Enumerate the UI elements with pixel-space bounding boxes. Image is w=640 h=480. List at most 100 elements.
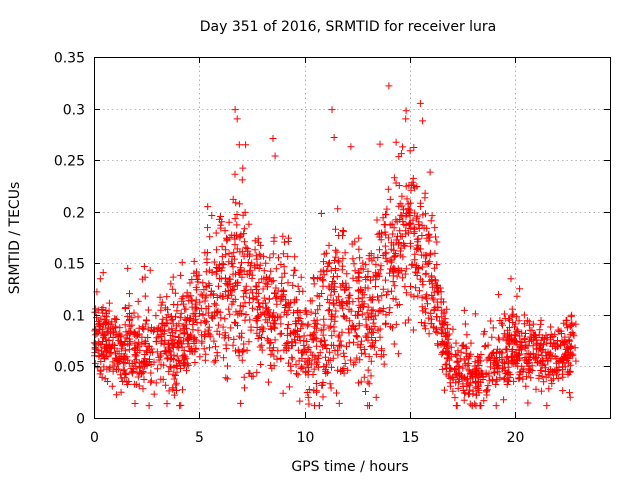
data-point	[308, 297, 316, 305]
y-tick-label: 0.2	[63, 206, 85, 222]
data-point	[475, 386, 483, 394]
y-tick-label: 0.35	[54, 51, 85, 67]
data-point	[214, 321, 222, 329]
data-point	[259, 327, 267, 335]
data-point	[386, 304, 394, 312]
data-point	[225, 250, 233, 258]
data-point	[378, 229, 385, 237]
data-point	[566, 331, 574, 339]
data-point	[357, 286, 365, 293]
data-point	[319, 343, 327, 351]
data-point	[390, 241, 398, 249]
data-point	[206, 233, 214, 241]
data-point	[468, 372, 476, 380]
data-point	[202, 305, 210, 313]
data-point	[503, 381, 511, 388]
data-point	[157, 352, 164, 360]
data-point	[168, 325, 176, 333]
data-point	[303, 310, 311, 318]
data-point	[230, 248, 238, 256]
data-point	[138, 370, 146, 378]
data-point	[477, 378, 485, 386]
data-point	[272, 294, 280, 302]
data-point	[490, 348, 498, 356]
data-point	[323, 361, 330, 369]
data-point	[180, 359, 188, 367]
data-point	[266, 274, 274, 282]
data-point	[359, 265, 367, 273]
data-point	[360, 303, 368, 311]
data-point	[380, 351, 388, 359]
data-point	[402, 230, 410, 238]
data-point	[255, 303, 263, 310]
data-point	[515, 332, 523, 340]
data-point	[355, 308, 362, 315]
data-point	[332, 307, 340, 315]
data-point	[97, 358, 105, 365]
data-point	[211, 308, 219, 316]
data-point	[167, 316, 175, 324]
data-point	[316, 349, 324, 357]
data-point	[322, 353, 329, 361]
data-point	[368, 257, 376, 265]
data-point	[265, 378, 272, 386]
data-point	[434, 340, 441, 348]
data-point	[240, 267, 248, 275]
data-point	[389, 230, 397, 238]
data-point	[169, 370, 177, 378]
data-point	[402, 115, 410, 123]
data-point	[406, 225, 414, 232]
data-point	[443, 365, 450, 372]
data-point	[169, 336, 177, 344]
data-point	[492, 356, 500, 364]
data-point	[294, 346, 302, 354]
data-point	[364, 366, 372, 374]
data-point	[179, 386, 186, 394]
x-tick-label: 0	[90, 430, 99, 446]
data-point	[289, 281, 297, 289]
data-point	[368, 310, 376, 318]
x-tick-labels: 0 5 10 15 20	[90, 430, 524, 446]
data-point	[438, 350, 446, 358]
data-point	[329, 278, 337, 285]
data-point	[399, 253, 407, 261]
data-point	[225, 291, 233, 299]
data-point	[300, 341, 308, 349]
data-point	[249, 289, 257, 297]
data-point	[425, 314, 433, 322]
data-point	[127, 327, 135, 335]
data-point	[170, 375, 178, 383]
data-point	[411, 250, 419, 258]
data-point	[563, 316, 571, 324]
data-point	[347, 356, 355, 364]
data-point	[506, 371, 514, 378]
data-point	[270, 323, 278, 331]
data-point	[460, 356, 468, 364]
data-point	[110, 328, 118, 336]
data-point	[189, 321, 197, 328]
x-axis-label: GPS time / hours	[291, 459, 408, 475]
data-point	[528, 337, 535, 345]
data-point	[376, 246, 383, 254]
data-point	[508, 312, 516, 320]
data-point	[229, 282, 237, 290]
data-point	[260, 275, 268, 283]
data-point	[99, 325, 107, 333]
data-point	[547, 323, 555, 331]
data-point	[425, 230, 433, 238]
data-point	[290, 309, 297, 317]
data-point	[501, 315, 509, 323]
data-point	[529, 342, 537, 350]
data-point	[429, 323, 437, 331]
data-point	[467, 339, 475, 347]
data-point	[218, 218, 226, 226]
data-point	[310, 365, 318, 373]
data-point	[406, 219, 414, 227]
data-point	[413, 235, 421, 243]
data-point	[324, 307, 332, 315]
data-point	[392, 295, 400, 303]
data-point	[212, 229, 220, 237]
data-point	[492, 381, 500, 388]
data-point	[294, 282, 302, 290]
data-point	[513, 313, 521, 321]
